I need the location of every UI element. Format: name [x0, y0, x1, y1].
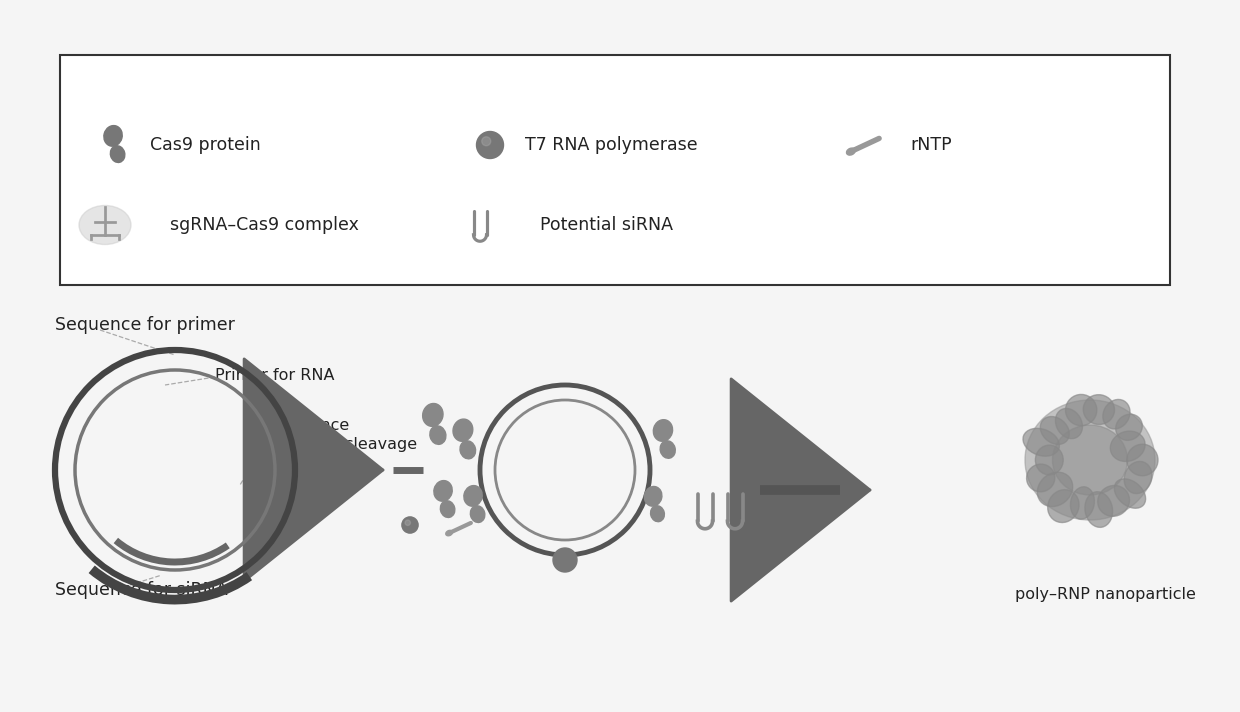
Ellipse shape [1127, 444, 1158, 476]
Ellipse shape [1115, 479, 1146, 508]
Circle shape [405, 520, 410, 525]
Bar [60, 55, 1171, 285]
Circle shape [553, 548, 577, 572]
Ellipse shape [1035, 445, 1063, 475]
Ellipse shape [440, 501, 455, 518]
Ellipse shape [1025, 400, 1154, 520]
Ellipse shape [470, 506, 485, 523]
Ellipse shape [645, 486, 662, 506]
Ellipse shape [1097, 486, 1130, 516]
Ellipse shape [653, 419, 672, 441]
Ellipse shape [1102, 399, 1130, 429]
Ellipse shape [1048, 490, 1079, 523]
Ellipse shape [79, 206, 131, 244]
Text: Primer for RNA: Primer for RNA [215, 367, 335, 382]
Ellipse shape [1023, 429, 1059, 456]
Circle shape [476, 132, 503, 159]
Ellipse shape [430, 426, 446, 444]
Text: T7 RNA polymerase: T7 RNA polymerase [525, 136, 698, 154]
Ellipse shape [446, 530, 453, 535]
Ellipse shape [110, 146, 125, 162]
Ellipse shape [423, 404, 443, 426]
Text: rNTP: rNTP [910, 136, 951, 154]
Ellipse shape [1116, 414, 1142, 440]
Ellipse shape [434, 481, 453, 501]
Ellipse shape [104, 125, 123, 146]
Ellipse shape [464, 486, 482, 506]
Ellipse shape [651, 506, 665, 522]
Text: poly–RNP nanoparticle: poly–RNP nanoparticle [1014, 587, 1195, 602]
Text: sgRNA–Cas9 complex: sgRNA–Cas9 complex [170, 216, 358, 234]
Ellipse shape [1053, 425, 1127, 495]
Ellipse shape [460, 441, 476, 459]
Ellipse shape [847, 148, 856, 155]
Text: Sequence for primer: Sequence for primer [55, 316, 234, 334]
Ellipse shape [1110, 431, 1145, 461]
Ellipse shape [1027, 464, 1055, 492]
Text: Cas9 protein: Cas9 protein [150, 136, 260, 154]
Text: Potential siRNA: Potential siRNA [539, 216, 673, 234]
Ellipse shape [453, 419, 472, 441]
Text: Sequence for siRNA: Sequence for siRNA [55, 581, 228, 599]
Ellipse shape [1084, 394, 1115, 424]
Ellipse shape [1085, 492, 1112, 528]
Circle shape [402, 517, 418, 533]
Ellipse shape [1065, 394, 1097, 426]
Ellipse shape [1125, 461, 1152, 493]
Ellipse shape [1038, 472, 1073, 506]
Ellipse shape [1040, 417, 1069, 444]
Circle shape [482, 137, 491, 146]
Ellipse shape [1070, 487, 1095, 519]
Text: Sequence
for Dicer cleavage
(siRNA): Sequence for Dicer cleavage (siRNA) [270, 418, 417, 472]
Ellipse shape [1055, 409, 1083, 439]
Ellipse shape [660, 441, 676, 459]
